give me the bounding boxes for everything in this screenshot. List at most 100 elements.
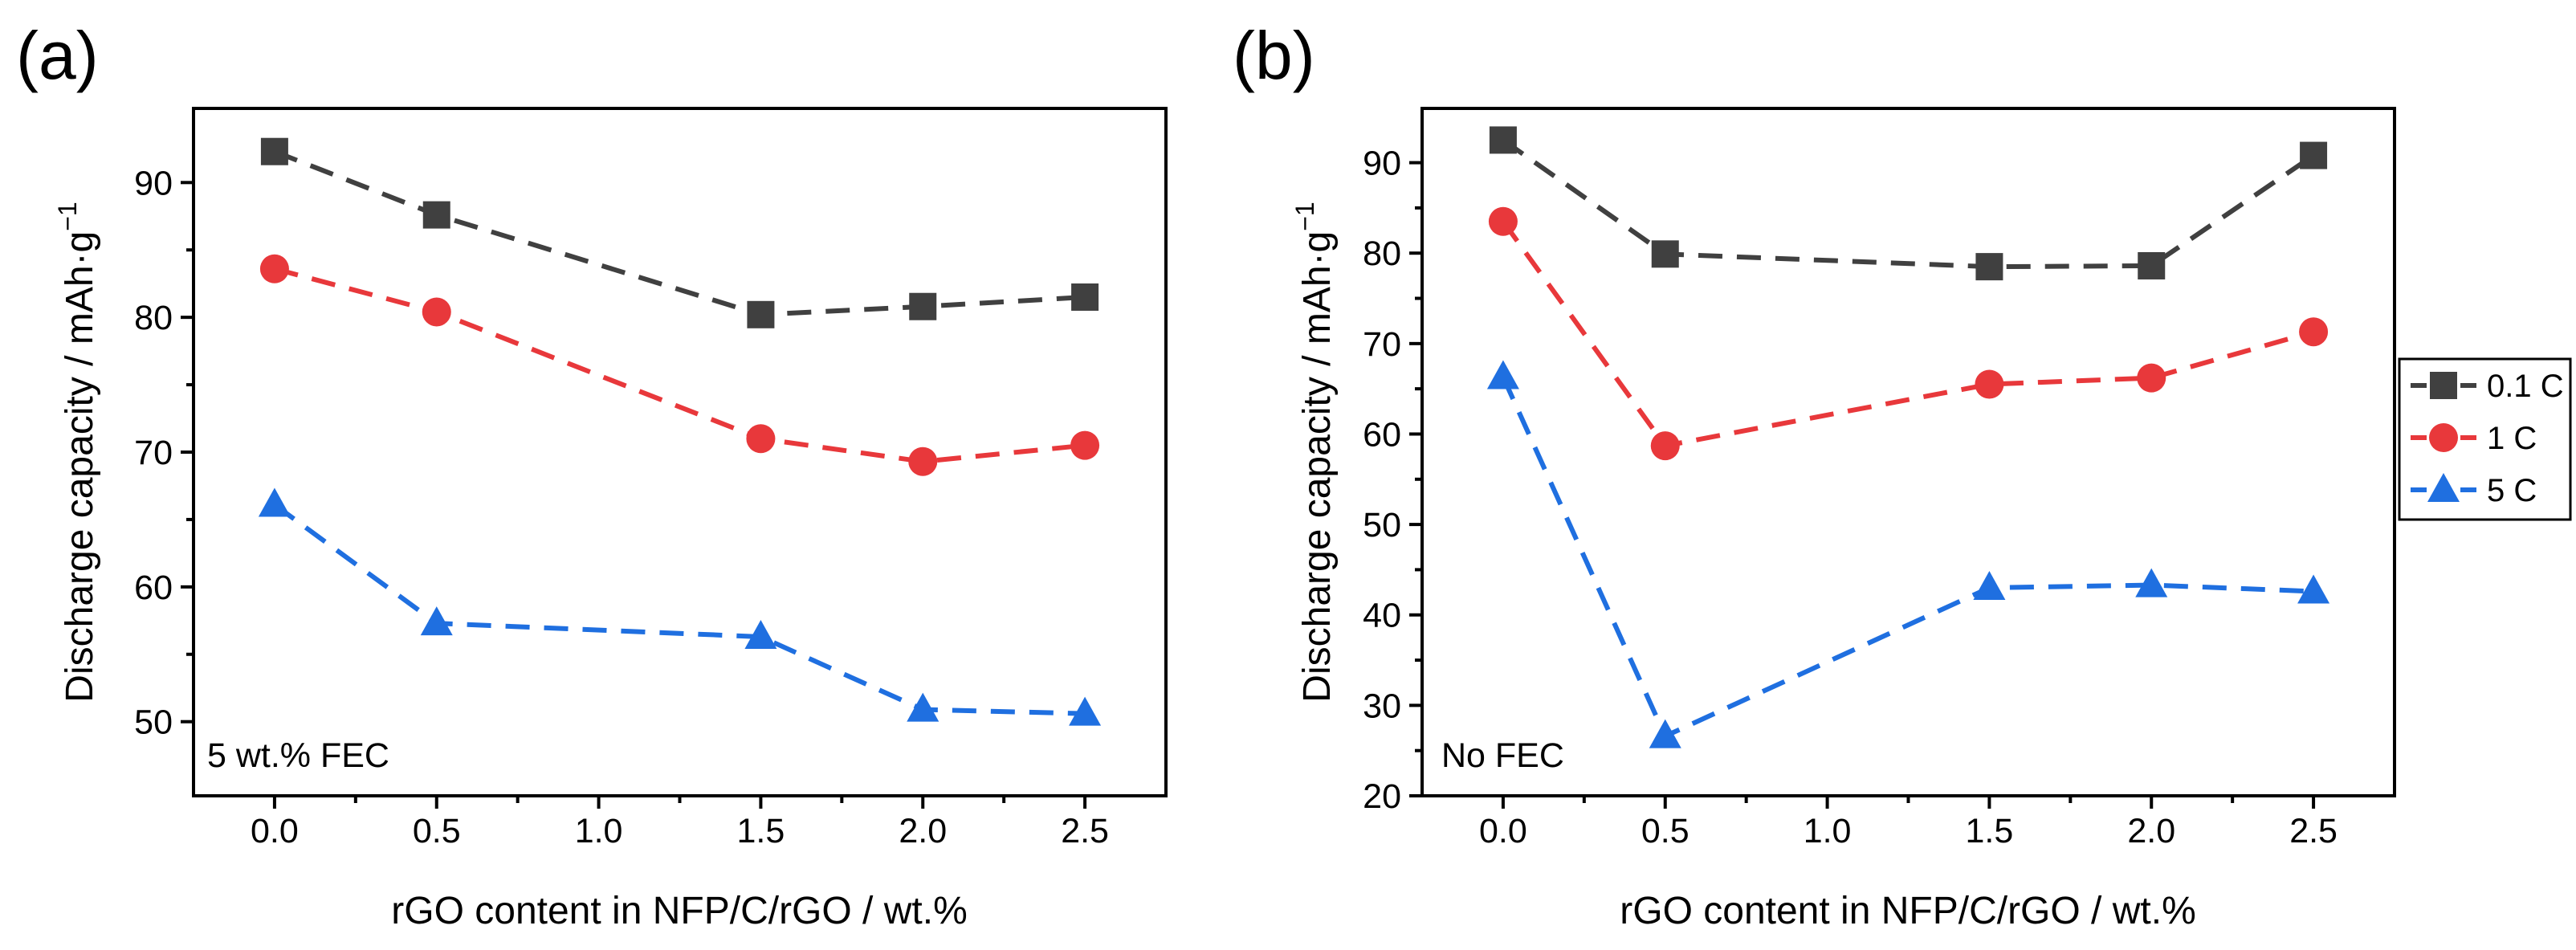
panel-b-series-5-c-point: [2135, 568, 2168, 597]
panel-a-series-5-c-point: [420, 606, 453, 636]
panel-a-series-5-c-point: [907, 692, 940, 722]
panel-b-y-tick-label-50: 50: [1363, 506, 1401, 544]
panel-a-series-0-1-c-point: [422, 201, 450, 229]
panel-a-x-tick-label-2-0: 2.0: [899, 812, 947, 850]
panel-b-plot-frame: [1420, 107, 2396, 797]
panel-a-series-0-1-c-point: [747, 300, 775, 328]
panel-b-series-1-c-point: [1488, 206, 1518, 236]
panel-a-series-1-c-point: [746, 424, 776, 454]
panel-a-y-axis-title: Discharge capacity / mAh·g−1: [53, 202, 101, 702]
panel-b-series-0-1-c-point: [1489, 126, 1517, 154]
legend-item-5-c-marker: [2427, 473, 2460, 502]
panel-a-x-tick-label-1-5: 1.5: [737, 812, 785, 850]
panel-b-x-tick-label-0-0: 0.0: [1479, 812, 1527, 850]
panel-a-y-axis-title-superscript: −1: [53, 202, 82, 230]
legend-box: [2398, 357, 2572, 521]
panel-b-x-tick-label-2-5: 2.5: [2289, 812, 2338, 850]
legend-item-0-1-c: 0.1 C: [2411, 369, 2564, 404]
panel-b-series-0-1-c-point: [2138, 251, 2166, 279]
panel-b-series: [1486, 126, 2330, 748]
panel-b-y-tick-label-70: 70: [1363, 325, 1401, 364]
panel-a-x-tick-label-0-0: 0.0: [251, 812, 299, 850]
panel-a-x-axis-title: rGO content in NFP/C/rGO / wt.%: [391, 890, 968, 932]
panel-b-y-tick-label-40: 40: [1363, 597, 1401, 635]
panel-b-y-tick-label-30: 30: [1363, 687, 1401, 725]
panel-a-x-tick-label-1-0: 1.0: [575, 812, 623, 850]
panel-b-x-tick-label-2-0: 2.0: [2127, 812, 2175, 850]
panel-a-series-1-c-point: [908, 446, 938, 476]
panel-b-series-5-c-point: [1973, 570, 2006, 600]
panel-b-x-tick-label-1-5: 1.5: [1966, 812, 2014, 850]
panel-b-x-axis: [1501, 796, 2316, 809]
legend: 0.1 C 1 C 5 C: [2398, 357, 2572, 521]
legend-item-5-c-label: 5 C: [2487, 473, 2537, 508]
legend-item-5-c: 5 C: [2411, 473, 2537, 508]
panel-a-y-tick-labels: 50 60 70 80 90: [134, 164, 173, 741]
panel-a-series-1-c-point: [422, 297, 451, 327]
panel-b-y-axis: [1409, 161, 1422, 797]
panel-b-series-1-c: [1488, 206, 2329, 461]
panel-a-y-tick-label-90: 90: [134, 164, 173, 202]
panel-b-series-5-c-point: [2297, 574, 2330, 604]
panel-a-y-axis-title-main: Discharge capacity / mAh·g: [59, 231, 101, 703]
panel-b-annotation: No FEC: [1441, 736, 1564, 775]
panel-a-y-tick-label-50: 50: [134, 703, 173, 742]
panel-b-y-tick-label-60: 60: [1363, 415, 1401, 454]
panel-b-series-0-1-c-line: [1502, 137, 2315, 270]
panel-b-series-1-c-point: [2137, 363, 2166, 393]
panel-a-series-0-1-c-point: [909, 292, 937, 320]
panel-b-y-axis-title: Discharge capacity / mAh·g−1: [1290, 202, 1339, 702]
legend-item-1-c-marker: [2429, 423, 2458, 452]
panel-a-series-5-c-line: [273, 503, 1086, 716]
panel-a-series-5-c-point: [258, 487, 291, 517]
panel-b-y-tick-label-80: 80: [1363, 234, 1401, 273]
panel-b-y-tick-label-90: 90: [1363, 145, 1401, 183]
panel-b-label: (b): [1233, 18, 1315, 93]
panel-b-series-1-c-line: [1501, 220, 2314, 449]
panel-a-y-tick-label-60: 60: [134, 569, 173, 607]
panel-a-x-tick-label-0-5: 0.5: [413, 812, 461, 850]
panel-a-series-0-1-c-point: [1071, 283, 1099, 311]
panel-b-series-0-1-c-point: [2300, 141, 2328, 169]
panel-a-series-5-c: [258, 487, 1102, 726]
panel-b-series-5-c: [1486, 360, 2330, 748]
panel-a-label: (a): [16, 18, 99, 93]
panel-b-series-5-c-line: [1501, 376, 2314, 740]
panel-a-series-5-c-point: [744, 619, 777, 649]
panel-b-x-tick-label-0-5: 0.5: [1641, 812, 1689, 850]
panel-b-y-tick-label-20: 20: [1363, 777, 1401, 816]
panel-a-y-tick-label-80: 80: [134, 299, 173, 337]
panel-a-series-0-1-c: [260, 137, 1099, 328]
panel-b-series-1-c-point: [1975, 369, 2004, 399]
panel-a-chart: (a) 50 60 70 80 90 0.0 0.5 1.0 1.5 2.0 2.5 Discha…: [16, 18, 1168, 932]
panel-b-y-axis-title-superscript: −1: [1290, 202, 1319, 230]
panel-a-series-0-1-c-line: [273, 149, 1086, 317]
panel-b-x-axis-title: rGO content in NFP/C/rGO / wt.%: [1620, 890, 2196, 932]
legend-item-1-c-label: 1 C: [2487, 421, 2537, 456]
legend-item-0-1-c-marker: [2430, 372, 2457, 399]
panel-a-series-1-c: [259, 254, 1100, 476]
legend-entries: 0.1 C 1 C 5 C: [2411, 369, 2564, 508]
legend-item-1-c: 1 C: [2411, 421, 2537, 456]
panel-a-series: [258, 137, 1102, 726]
panel-b-series-5-c-point: [1486, 360, 1519, 389]
panel-b-series-0-1-c-point: [1651, 240, 1679, 268]
panel-b-series-0-1-c-point: [1975, 253, 2003, 281]
panel-a-annotation: 5 wt.% FEC: [207, 736, 389, 775]
panel-a-series-1-c-point: [259, 254, 289, 283]
panel-a-x-axis: [272, 796, 1087, 809]
panel-b-x-tick-label-1-0: 1.0: [1804, 812, 1852, 850]
panel-a-series-1-c-point: [1070, 430, 1100, 460]
panel-b-x-tick-labels: 0.0 0.5 1.0 1.5 2.0 2.5: [1479, 812, 2338, 850]
panel-b-y-tick-labels: 20 30 40 50 60 70 80 90: [1363, 145, 1401, 816]
panel-a-series-0-1-c-point: [260, 137, 288, 165]
panel-b-series-0-1-c: [1489, 126, 2328, 281]
panel-b-series-1-c-point: [2299, 317, 2329, 347]
panel-b-series-1-c-point: [1650, 431, 1680, 461]
panel-a-x-tick-labels: 0.0 0.5 1.0 1.5 2.0 2.5: [251, 812, 1109, 850]
panel-b-y-axis-title-main: Discharge capacity / mAh·g: [1296, 231, 1339, 703]
legend-item-0-1-c-label: 0.1 C: [2487, 369, 2564, 404]
panel-a-y-tick-label-70: 70: [134, 434, 173, 472]
